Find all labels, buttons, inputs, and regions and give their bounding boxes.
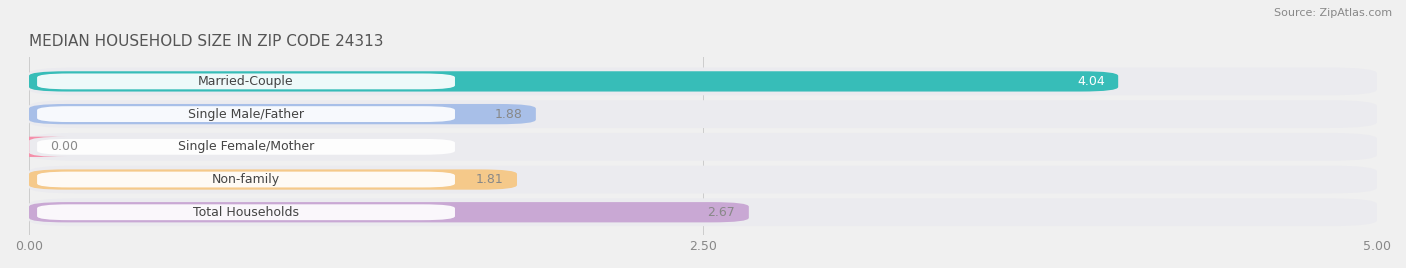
FancyBboxPatch shape [30,71,1118,92]
Text: Total Households: Total Households [193,206,299,219]
FancyBboxPatch shape [30,100,1376,128]
Text: Non-family: Non-family [212,173,280,186]
Text: Married-Couple: Married-Couple [198,75,294,88]
FancyBboxPatch shape [30,68,1376,95]
FancyBboxPatch shape [30,133,1376,161]
Text: MEDIAN HOUSEHOLD SIZE IN ZIP CODE 24313: MEDIAN HOUSEHOLD SIZE IN ZIP CODE 24313 [30,34,384,49]
Text: 2.67: 2.67 [707,206,735,219]
FancyBboxPatch shape [37,106,456,122]
FancyBboxPatch shape [30,104,536,124]
FancyBboxPatch shape [37,73,456,89]
Text: Single Female/Mother: Single Female/Mother [179,140,314,153]
Text: Single Male/Father: Single Male/Father [188,108,304,121]
FancyBboxPatch shape [30,169,517,190]
FancyBboxPatch shape [30,198,1376,226]
FancyBboxPatch shape [37,204,456,220]
FancyBboxPatch shape [37,139,456,155]
Text: Source: ZipAtlas.com: Source: ZipAtlas.com [1274,8,1392,18]
FancyBboxPatch shape [30,202,749,222]
FancyBboxPatch shape [0,137,66,157]
FancyBboxPatch shape [37,172,456,187]
Text: 0.00: 0.00 [51,140,79,153]
Text: 4.04: 4.04 [1077,75,1105,88]
Text: 1.88: 1.88 [495,108,523,121]
Text: 1.81: 1.81 [475,173,503,186]
FancyBboxPatch shape [30,166,1376,193]
